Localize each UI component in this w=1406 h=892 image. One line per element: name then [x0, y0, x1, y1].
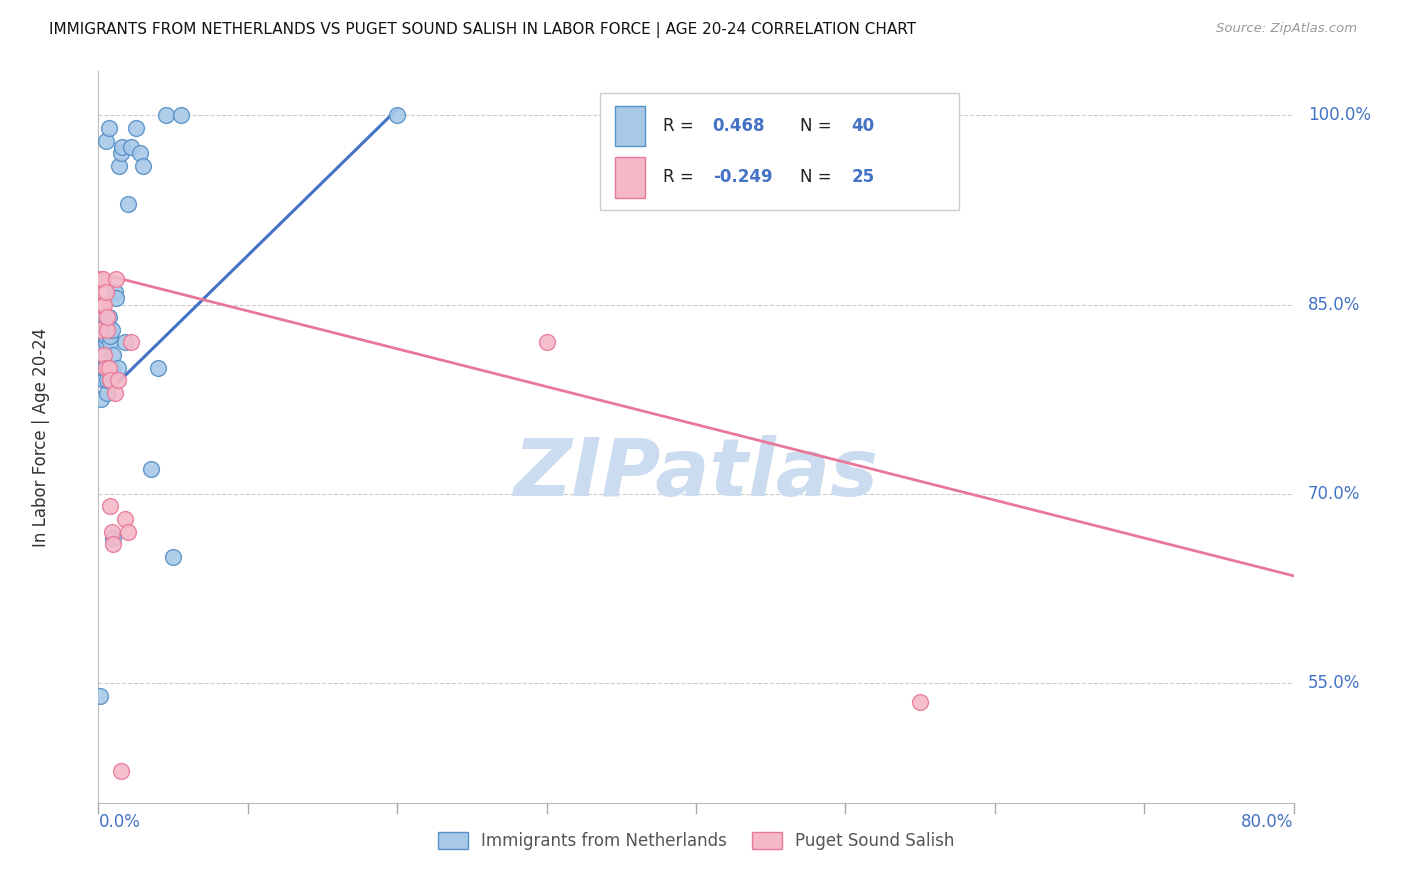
Point — [108, 159, 131, 173]
Point — [101, 323, 124, 337]
Point — [89, 689, 111, 703]
Text: 0.468: 0.468 — [713, 117, 765, 136]
Point — [97, 310, 120, 325]
Point — [90, 272, 112, 286]
Point — [103, 348, 125, 362]
Point — [91, 272, 114, 286]
Point — [89, 323, 111, 337]
Text: R =: R = — [662, 169, 699, 186]
Point — [94, 134, 117, 148]
Point — [162, 549, 184, 564]
Point — [91, 342, 114, 356]
FancyBboxPatch shape — [614, 106, 644, 146]
Point — [94, 360, 117, 375]
Point — [117, 196, 139, 211]
Point — [105, 272, 128, 286]
Point — [91, 360, 114, 375]
Text: 0.0%: 0.0% — [98, 813, 141, 830]
Text: -0.249: -0.249 — [713, 169, 772, 186]
Point — [89, 298, 111, 312]
Point — [96, 386, 118, 401]
Text: 25: 25 — [852, 169, 875, 186]
Point — [94, 285, 117, 299]
Point — [94, 335, 117, 350]
Point — [155, 108, 177, 122]
Point — [101, 524, 124, 539]
Point — [90, 392, 112, 407]
Point — [169, 108, 191, 122]
Point — [98, 335, 122, 350]
Point — [98, 500, 122, 514]
Text: 40: 40 — [852, 117, 875, 136]
FancyBboxPatch shape — [600, 94, 959, 211]
Point — [385, 108, 409, 122]
Point — [120, 335, 142, 350]
Point — [107, 360, 129, 375]
Point — [98, 373, 122, 387]
Text: ZIPatlas: ZIPatlas — [513, 434, 879, 513]
Point — [110, 146, 132, 161]
Point — [908, 695, 931, 709]
Point — [125, 121, 148, 136]
Point — [97, 121, 120, 136]
Point — [93, 373, 115, 387]
Point — [98, 329, 122, 343]
Point — [93, 298, 115, 312]
Point — [91, 298, 114, 312]
Point — [105, 291, 128, 305]
Point — [96, 323, 118, 337]
Point — [101, 360, 124, 375]
Point — [107, 373, 129, 387]
Text: Source: ZipAtlas.com: Source: ZipAtlas.com — [1216, 22, 1357, 36]
Point — [148, 360, 170, 375]
FancyBboxPatch shape — [614, 157, 644, 197]
Point — [97, 360, 120, 375]
Point — [129, 146, 152, 161]
Point — [120, 140, 142, 154]
Text: R =: R = — [662, 117, 699, 136]
Point — [114, 335, 136, 350]
Point — [97, 323, 120, 337]
Text: 85.0%: 85.0% — [1308, 295, 1360, 314]
Point — [117, 524, 139, 539]
Point — [104, 285, 127, 299]
Point — [139, 461, 162, 475]
Point — [98, 373, 122, 387]
Text: In Labor Force | Age 20-24: In Labor Force | Age 20-24 — [32, 327, 51, 547]
Point — [93, 348, 115, 362]
Point — [114, 512, 136, 526]
Point — [132, 159, 155, 173]
Text: IMMIGRANTS FROM NETHERLANDS VS PUGET SOUND SALISH IN LABOR FORCE | AGE 20-24 COR: IMMIGRANTS FROM NETHERLANDS VS PUGET SOU… — [49, 22, 917, 38]
Text: N =: N = — [800, 117, 837, 136]
Point — [536, 335, 558, 350]
Point — [96, 310, 118, 325]
Point — [96, 373, 118, 387]
Text: 70.0%: 70.0% — [1308, 485, 1360, 503]
Point — [93, 360, 115, 375]
Text: 55.0%: 55.0% — [1308, 674, 1360, 692]
Point — [111, 140, 134, 154]
Point — [110, 764, 132, 779]
Text: N =: N = — [800, 169, 837, 186]
Point — [103, 537, 125, 551]
Point — [103, 531, 125, 545]
Point — [94, 329, 117, 343]
Text: 100.0%: 100.0% — [1308, 106, 1371, 125]
Legend: Immigrants from Netherlands, Puget Sound Salish: Immigrants from Netherlands, Puget Sound… — [430, 825, 962, 856]
Point — [94, 317, 117, 331]
Text: 80.0%: 80.0% — [1241, 813, 1294, 830]
Point — [104, 386, 127, 401]
